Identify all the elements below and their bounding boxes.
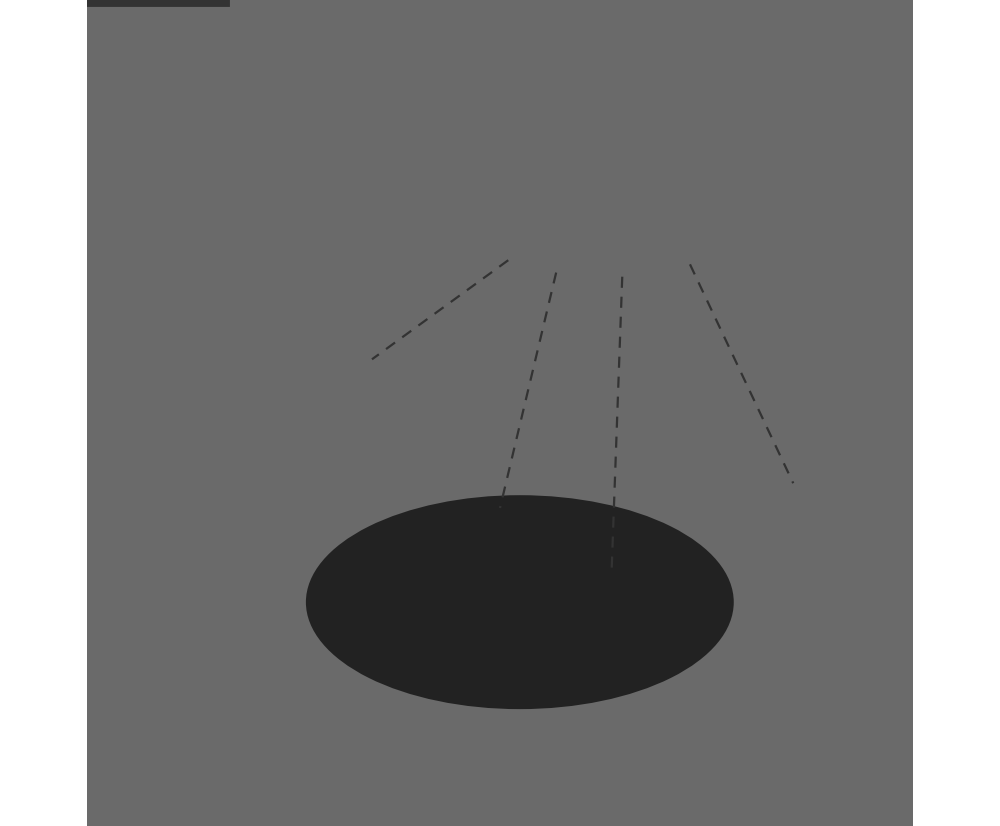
Polygon shape bbox=[386, 0, 802, 114]
Polygon shape bbox=[14, 0, 609, 434]
Ellipse shape bbox=[401, 326, 863, 558]
Ellipse shape bbox=[498, 126, 983, 368]
Polygon shape bbox=[44, 0, 738, 25]
Ellipse shape bbox=[471, 126, 592, 215]
Polygon shape bbox=[151, 0, 548, 491]
Ellipse shape bbox=[506, 100, 659, 210]
Ellipse shape bbox=[0, 419, 339, 621]
Ellipse shape bbox=[492, 47, 673, 178]
Ellipse shape bbox=[0, 0, 203, 110]
Polygon shape bbox=[137, 231, 227, 310]
Ellipse shape bbox=[0, 0, 287, 216]
Text: Attack Model: Attack Model bbox=[173, 388, 191, 533]
Polygon shape bbox=[520, 0, 887, 541]
Polygon shape bbox=[576, 0, 1000, 10]
Ellipse shape bbox=[564, 120, 703, 221]
Ellipse shape bbox=[649, 111, 764, 199]
Polygon shape bbox=[0, 0, 522, 285]
Polygon shape bbox=[0, 0, 500, 211]
Polygon shape bbox=[683, 0, 1000, 248]
Ellipse shape bbox=[463, 120, 601, 221]
Ellipse shape bbox=[306, 495, 734, 709]
Ellipse shape bbox=[317, 442, 779, 673]
Ellipse shape bbox=[0, 389, 222, 597]
FancyBboxPatch shape bbox=[0, 0, 1000, 809]
Ellipse shape bbox=[450, 78, 578, 176]
Polygon shape bbox=[236, 0, 632, 376]
Ellipse shape bbox=[976, 0, 1000, 131]
Polygon shape bbox=[0, 0, 602, 4]
Polygon shape bbox=[161, 310, 203, 657]
Text: Trajectories: Trajectories bbox=[121, 661, 298, 686]
Ellipse shape bbox=[641, 104, 772, 205]
Ellipse shape bbox=[441, 72, 586, 183]
Ellipse shape bbox=[394, 104, 524, 205]
Ellipse shape bbox=[628, 563, 1000, 767]
Ellipse shape bbox=[584, 72, 719, 173]
Polygon shape bbox=[324, 0, 740, 178]
Polygon shape bbox=[329, 292, 936, 799]
Polygon shape bbox=[431, 0, 867, 192]
Ellipse shape bbox=[574, 35, 1000, 295]
Polygon shape bbox=[321, 392, 811, 739]
Ellipse shape bbox=[0, 0, 151, 195]
Polygon shape bbox=[0, 0, 416, 326]
Ellipse shape bbox=[0, 161, 70, 392]
Polygon shape bbox=[330, 347, 869, 760]
Ellipse shape bbox=[503, 55, 663, 171]
Ellipse shape bbox=[520, 538, 936, 746]
Ellipse shape bbox=[573, 126, 694, 215]
Ellipse shape bbox=[428, 395, 868, 615]
Text: Friendship: Friendship bbox=[102, 186, 261, 211]
FancyBboxPatch shape bbox=[0, 0, 1000, 789]
Ellipse shape bbox=[575, 64, 728, 180]
FancyBboxPatch shape bbox=[0, 0, 1000, 753]
Polygon shape bbox=[483, 0, 830, 607]
Ellipse shape bbox=[495, 93, 670, 217]
Ellipse shape bbox=[0, 238, 114, 458]
Polygon shape bbox=[460, 0, 877, 198]
Polygon shape bbox=[371, 0, 728, 582]
Ellipse shape bbox=[401, 111, 517, 199]
Polygon shape bbox=[545, 0, 961, 421]
Ellipse shape bbox=[143, 62, 629, 305]
Ellipse shape bbox=[176, 137, 685, 392]
Polygon shape bbox=[271, 0, 648, 442]
FancyBboxPatch shape bbox=[0, 0, 1000, 628]
FancyBboxPatch shape bbox=[0, 0, 1000, 725]
Polygon shape bbox=[137, 0, 715, 463]
Ellipse shape bbox=[302, 369, 787, 612]
Ellipse shape bbox=[634, 146, 1000, 389]
Polygon shape bbox=[388, 0, 835, 91]
Polygon shape bbox=[642, 0, 1000, 388]
